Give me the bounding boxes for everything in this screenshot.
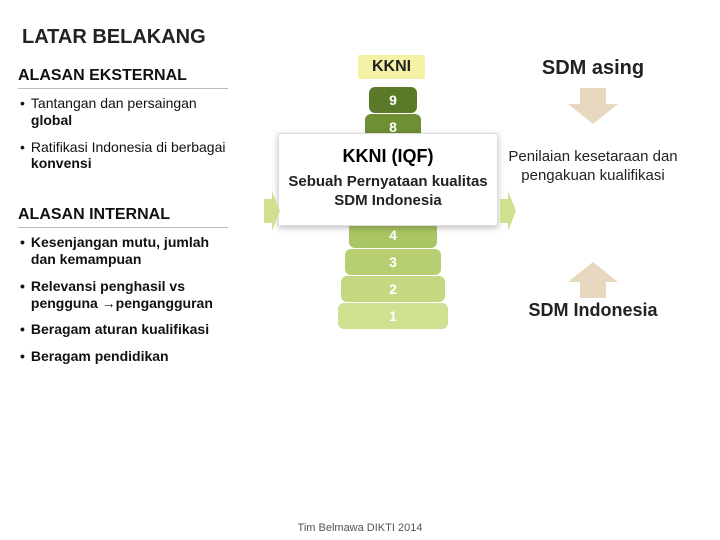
overlay-title: KKNI (IQF) [287,146,489,167]
internal-heading: ALASAN INTERNAL [18,200,228,228]
kkni-level: 1 [338,303,448,329]
kkni-label: KKNI [358,55,425,79]
kkni-level: 2 [341,276,445,302]
internal-list: Kesenjangan mutu, jumlah dan kemampuan R… [18,234,228,365]
arrow-right-icon [264,191,280,231]
list-item: Beragam pendidikan [20,348,228,365]
kkni-level: 3 [345,249,441,275]
arrow-down-icon [568,88,618,124]
eksternal-heading: ALASAN EKSTERNAL [18,61,228,89]
kkni-level: 9 [369,87,417,113]
eksternal-list: Tantangan dan persaingan global Ratifika… [18,95,228,172]
overlay-body: Sebuah Pernyataan kualitas SDM Indonesia [287,173,489,211]
arrow-right-icon [500,191,516,231]
list-item: Beragam aturan kualifikasi [20,321,228,338]
right-column: SDM asing Penilaian kesetaraan dan penga… [488,61,698,375]
list-item: Relevansi penghasil vs pengguna →pengang… [20,278,228,312]
kkni-overlay: KKNI (IQF) Sebuah Pernyataan kualitas SD… [278,133,498,226]
left-column: ALASAN EKSTERNAL Tantangan dan persainga… [18,61,228,375]
list-item: Kesenjangan mutu, jumlah dan kemampuan [20,234,228,268]
middle-column: KKNI 987654321 KKNI (IQF) Sebuah Pernyat… [238,61,478,375]
list-item: Tantangan dan persaingan global [20,95,228,129]
kkni-level: 4 [349,222,437,248]
penilaian-text: Penilaian kesetaraan dan pengakuan kuali… [488,148,698,186]
arrow-up-icon [568,262,618,298]
list-item: Ratifikasi Indonesia di berbagai konvens… [20,139,228,173]
sdm-asing-label: SDM asing [542,57,644,80]
page-title: LATAR BELAKANG [22,26,702,49]
sdm-indonesia-label: SDM Indonesia [528,300,657,321]
footer-text: Tim Belmawa DIKTI 2014 [0,522,720,534]
